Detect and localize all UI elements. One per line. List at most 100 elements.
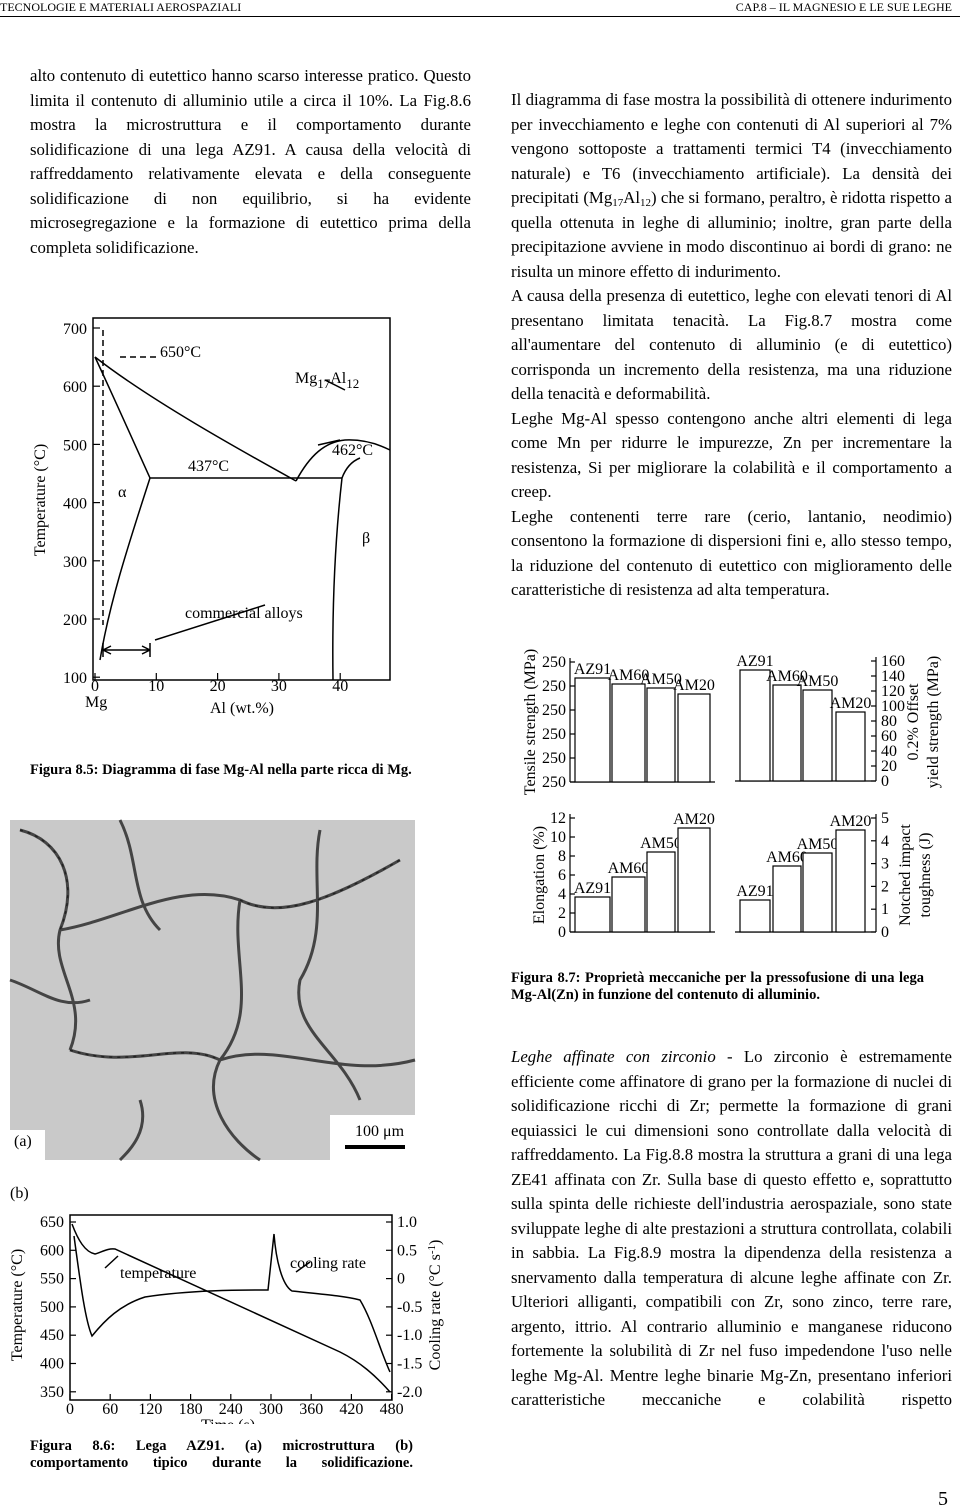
text: ) che si formano, peraltro, è ridotta ri… — [511, 188, 952, 281]
bar-label: AM50 — [797, 673, 839, 690]
header-left: TECNOLOGIE E MATERIALI AEROSPAZIALI — [0, 0, 242, 14]
tick-label: 6 — [558, 867, 566, 884]
tick-label: 20 — [881, 758, 897, 775]
grain-network — [9, 819, 416, 1162]
property-charts: Tensile strength (MPa) 0.2% Offset yield… — [522, 649, 942, 926]
x-tick-label: 420 — [339, 1401, 363, 1418]
tick-label: 250 — [542, 726, 566, 743]
x-tick-label: 240 — [219, 1401, 243, 1418]
scale-label: 100 μm — [355, 1123, 405, 1140]
liquidus-right — [295, 439, 391, 482]
bar-label: AZ91 — [736, 883, 773, 900]
elong-label: Elongation (%) — [531, 826, 548, 924]
pointer — [154, 604, 266, 641]
bar-label: AM60 — [608, 667, 650, 684]
temperature-label: temperature — [120, 1265, 196, 1282]
panel-a: (a) — [14, 1133, 32, 1150]
left-column: alto contenuto di eutettico hanno scarso… — [30, 64, 471, 260]
bar-label: AM50 — [640, 835, 682, 852]
y-tick-label: 550 — [40, 1271, 64, 1288]
frame — [92, 317, 391, 681]
y2-tick-label: -0.5 — [397, 1299, 422, 1316]
x-tick-label: 180 — [179, 1401, 203, 1418]
x-tick-label: 60 — [102, 1401, 118, 1418]
tick-label: 12 — [550, 810, 566, 827]
bar — [739, 669, 771, 782]
y-tick-label: 200 — [63, 612, 87, 629]
precipitates — [19, 829, 401, 1061]
bar-label: AZ91 — [736, 653, 773, 670]
x-tick-label: 10 — [148, 678, 164, 695]
y-tick-label: 100 — [63, 670, 87, 687]
tick-label: 0 — [881, 924, 889, 941]
paragraph: Leghe Mg-Al spesso contengono anche altr… — [511, 408, 952, 502]
phase-diagram: Temperature (°C) Mg Al (wt.%) 650°C 437°… — [32, 317, 391, 717]
bar — [802, 689, 833, 782]
tick-label: 250 — [542, 678, 566, 695]
y-tick-label: 500 — [40, 1299, 64, 1316]
caption: Figura 8.5: Diagramma di fase Mg-Al nell… — [30, 762, 412, 778]
superscript: -1 — [426, 1245, 438, 1254]
y-tick-label: 700 — [63, 321, 87, 338]
tick-label: 250 — [542, 774, 566, 791]
tick-label: 5 — [881, 810, 889, 827]
bar-label: AM20 — [830, 813, 872, 830]
panel-b: (b) — [10, 1185, 29, 1202]
x-label: Al (wt.%) — [210, 700, 274, 717]
x-tick-label: 40 — [332, 678, 348, 695]
tick-label: 250 — [542, 750, 566, 767]
cooling-chart: (b) temperature cooling rate Temperature… — [0, 1185, 450, 1436]
x-tick-label: 360 — [299, 1401, 323, 1418]
y-tick-label: 300 — [63, 554, 87, 571]
scale-bar — [345, 1145, 405, 1149]
bar — [611, 683, 646, 783]
frame — [69, 1214, 393, 1401]
beta-boundary — [332, 457, 361, 681]
bar — [835, 829, 866, 933]
bar-label: AM60 — [766, 668, 808, 685]
text: Al — [623, 188, 641, 207]
bar — [611, 876, 646, 933]
tick-label: 8 — [558, 848, 566, 865]
paragraph: Il diagramma di fase mostra la possibili… — [511, 88, 952, 284]
tick-label: 4 — [558, 886, 566, 903]
y-tick-label: 400 — [63, 496, 87, 513]
liquidus — [94, 356, 297, 482]
tick-label: 80 — [881, 713, 897, 730]
tick-label: 3 — [881, 856, 889, 873]
x-tick-label: 20 — [210, 678, 226, 695]
cooling-label: cooling rate — [290, 1255, 366, 1272]
label-box — [10, 1130, 45, 1160]
text: - Lo zirconio è estremamente efficiente … — [511, 1047, 952, 1409]
y2-tick-label: -1.5 — [397, 1356, 422, 1373]
subscript: 12 — [640, 197, 652, 209]
y-tick-label: 600 — [40, 1242, 64, 1259]
y2-tick-label: 1.0 — [397, 1214, 417, 1231]
scale-box — [330, 1115, 415, 1160]
tick-label: 1 — [881, 901, 889, 918]
italic-lead: Leghe affinate con zirconio — [511, 1047, 716, 1066]
y2-tick-label: -2.0 — [397, 1384, 422, 1401]
phase-label: Mg17Al12 — [295, 370, 359, 391]
bar — [574, 677, 611, 783]
bar-label: AZ91 — [574, 661, 611, 678]
x-tick-label: 0 — [91, 678, 99, 695]
solvus — [99, 477, 151, 661]
alpha-label: α — [118, 484, 127, 501]
tick-label: 0 — [558, 924, 566, 941]
y-tick-label: 450 — [40, 1327, 64, 1344]
caption: Figura 8.6: Lega AZ91. (a) microstruttur… — [30, 1438, 413, 1471]
x-tick-label: 30 — [271, 678, 287, 695]
x-left-label: Mg — [85, 694, 107, 711]
text: Mg — [295, 370, 317, 387]
bar — [739, 899, 771, 933]
solidus — [94, 356, 151, 479]
temperature-curve — [71, 1223, 391, 1393]
text: Al — [330, 370, 347, 387]
bar-label: AZ91 — [574, 880, 611, 897]
tick-label: 10 — [550, 829, 566, 846]
y2-tick-label: 0 — [397, 1271, 405, 1288]
tick-label: 2 — [558, 905, 566, 922]
bar-label: AM50 — [797, 836, 839, 853]
